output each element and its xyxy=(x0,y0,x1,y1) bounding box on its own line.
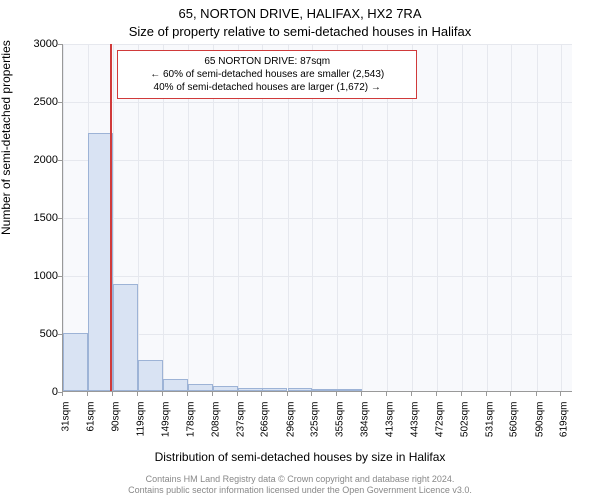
xtick-label: 619sqm xyxy=(559,402,570,438)
xtick-label: 149sqm xyxy=(160,402,171,438)
gridline-h xyxy=(63,334,572,335)
ytick-mark xyxy=(58,276,62,277)
xtick-mark xyxy=(461,392,462,396)
xtick-label: 502sqm xyxy=(460,402,471,438)
xtick-label: 590sqm xyxy=(534,402,545,438)
xtick-label: 560sqm xyxy=(509,402,520,438)
ytick-label: 3000 xyxy=(34,38,58,50)
xtick-label: 208sqm xyxy=(210,402,221,438)
title-subtitle: Size of property relative to semi-detach… xyxy=(0,24,600,39)
footer-line-2: Contains public sector information licen… xyxy=(0,485,600,496)
xtick-label: 266sqm xyxy=(260,402,271,438)
gridline-v xyxy=(537,44,538,391)
xtick-mark xyxy=(436,392,437,396)
histogram-bar xyxy=(213,386,238,391)
histogram-bar xyxy=(113,284,138,391)
footer-attribution: Contains HM Land Registry data © Crown c… xyxy=(0,474,600,497)
xtick-label: 119sqm xyxy=(135,402,146,437)
xtick-mark xyxy=(187,392,188,396)
gridline-h xyxy=(63,218,572,219)
xtick-mark xyxy=(287,392,288,396)
xtick-label: 325sqm xyxy=(310,402,321,438)
xtick-mark xyxy=(536,392,537,396)
ytick-label: 1000 xyxy=(34,270,58,282)
xtick-mark xyxy=(486,392,487,396)
xtick-label: 237sqm xyxy=(235,402,246,438)
ytick-label: 500 xyxy=(40,328,58,340)
histogram-bar xyxy=(188,384,213,391)
xtick-mark xyxy=(162,392,163,396)
plot-area: 65 NORTON DRIVE: 87sqm← 60% of semi-deta… xyxy=(62,44,572,392)
ytick-mark xyxy=(58,218,62,219)
xtick-mark xyxy=(112,392,113,396)
gridline-v xyxy=(462,44,463,391)
xtick-mark xyxy=(261,392,262,396)
ytick-label: 2000 xyxy=(34,154,58,166)
xtick-mark xyxy=(137,392,138,396)
annotation-box: 65 NORTON DRIVE: 87sqm← 60% of semi-deta… xyxy=(117,50,417,99)
xtick-label: 61sqm xyxy=(86,402,97,432)
histogram-bar xyxy=(238,388,263,391)
annotation-line-2: ← 60% of semi-detached houses are smalle… xyxy=(124,68,410,81)
gridline-v xyxy=(487,44,488,391)
ytick-mark xyxy=(58,334,62,335)
xtick-label: 178sqm xyxy=(185,402,196,438)
gridline-h xyxy=(63,160,572,161)
ytick-mark xyxy=(58,160,62,161)
xtick-label: 531sqm xyxy=(484,402,495,438)
xtick-label: 355sqm xyxy=(335,402,346,438)
xtick-mark xyxy=(510,392,511,396)
gridline-v xyxy=(437,44,438,391)
xtick-mark xyxy=(411,392,412,396)
gridline-h xyxy=(63,44,572,45)
histogram-bar xyxy=(63,333,88,391)
histogram-bar xyxy=(262,388,287,391)
ytick-mark xyxy=(58,102,62,103)
xtick-mark xyxy=(336,392,337,396)
xtick-mark xyxy=(386,392,387,396)
histogram-bar xyxy=(163,379,188,391)
xtick-label: 90sqm xyxy=(110,402,121,432)
annotation-line-1: 65 NORTON DRIVE: 87sqm xyxy=(124,55,410,68)
xtick-mark xyxy=(237,392,238,396)
xtick-label: 443sqm xyxy=(410,402,421,438)
xtick-label: 31sqm xyxy=(61,402,72,432)
subject-marker-line xyxy=(110,44,112,391)
histogram-bar xyxy=(337,389,362,391)
xtick-mark xyxy=(87,392,88,396)
xtick-mark xyxy=(212,392,213,396)
gridline-v xyxy=(561,44,562,391)
chart-container: 65, NORTON DRIVE, HALIFAX, HX2 7RA Size … xyxy=(0,0,600,500)
annotation-line-3: 40% of semi-detached houses are larger (… xyxy=(124,81,410,94)
xtick-mark xyxy=(62,392,63,396)
title-address: 65, NORTON DRIVE, HALIFAX, HX2 7RA xyxy=(0,6,600,21)
xtick-label: 384sqm xyxy=(360,402,371,438)
histogram-bar xyxy=(312,389,337,391)
xtick-label: 413sqm xyxy=(384,402,395,438)
gridline-v xyxy=(511,44,512,391)
xtick-mark xyxy=(560,392,561,396)
ytick-label: 1500 xyxy=(34,212,58,224)
ytick-label: 0 xyxy=(52,386,58,398)
xtick-mark xyxy=(311,392,312,396)
xtick-mark xyxy=(361,392,362,396)
ytick-mark xyxy=(58,44,62,45)
histogram-bar xyxy=(138,360,163,391)
ytick-label: 2500 xyxy=(34,96,58,108)
y-axis-label: Number of semi-detached properties xyxy=(0,40,13,235)
histogram-bar xyxy=(288,388,313,391)
x-axis-label: Distribution of semi-detached houses by … xyxy=(0,450,600,464)
footer-line-1: Contains HM Land Registry data © Crown c… xyxy=(0,474,600,485)
gridline-h xyxy=(63,276,572,277)
xtick-label: 472sqm xyxy=(434,402,445,438)
xtick-label: 296sqm xyxy=(285,402,296,438)
gridline-h xyxy=(63,102,572,103)
